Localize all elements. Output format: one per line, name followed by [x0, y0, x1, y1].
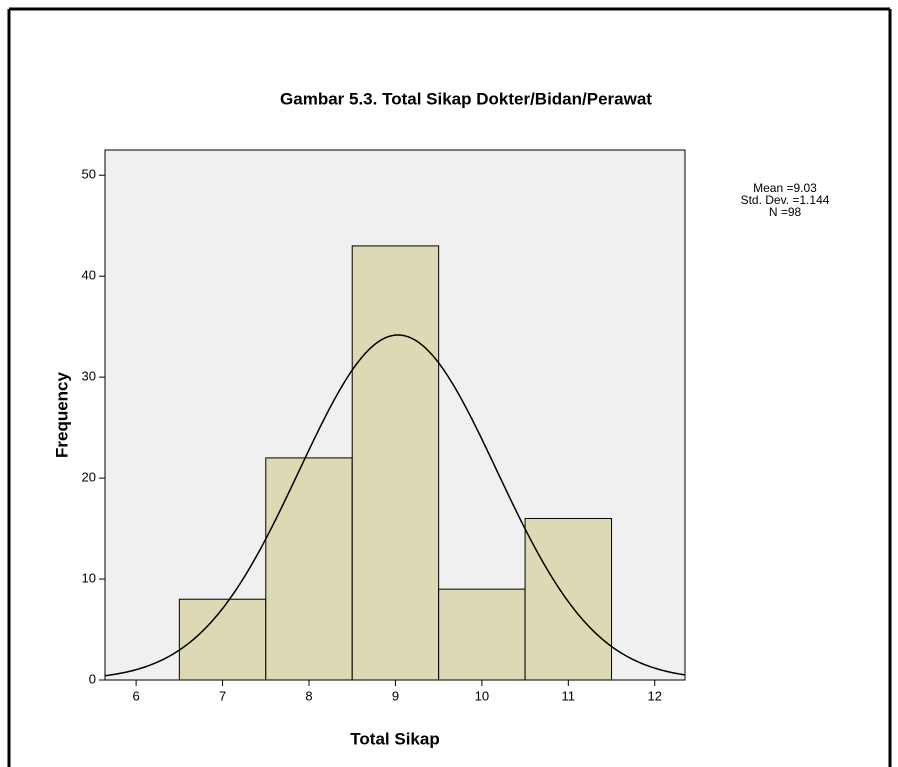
stat-n: N =98: [769, 205, 802, 219]
y-tick-label: 30: [82, 369, 96, 384]
x-tick-label: 9: [392, 688, 399, 703]
stat-mean: Mean =9.03: [753, 181, 817, 195]
x-tick-label: 12: [648, 688, 662, 703]
normal-curve: [104, 334, 686, 677]
x-tick-label: 6: [133, 688, 140, 703]
y-tick-label: 0: [89, 671, 96, 686]
y-axis-label: Frequency: [52, 371, 71, 458]
bar: [524, 517, 613, 681]
x-axis-label: Total Sikap: [350, 729, 439, 748]
y-tick-label: 20: [82, 470, 96, 485]
bar: [351, 245, 440, 681]
bar: [265, 457, 353, 681]
x-tick-label: 11: [562, 688, 576, 703]
chart-title: Gambar 5.3. Total Sikap Dokter/Bidan/Per…: [280, 89, 652, 108]
y-tick-label: 10: [82, 570, 96, 585]
x-tick-label: 7: [219, 688, 226, 703]
y-tick-label: 40: [82, 268, 96, 283]
x-tick-label: 8: [305, 688, 312, 703]
x-tick-label: 10: [475, 688, 489, 703]
y-tick-label: 50: [82, 167, 96, 182]
stat-std-dev: Std. Dev. =1.144: [741, 193, 830, 207]
bar: [438, 588, 526, 681]
